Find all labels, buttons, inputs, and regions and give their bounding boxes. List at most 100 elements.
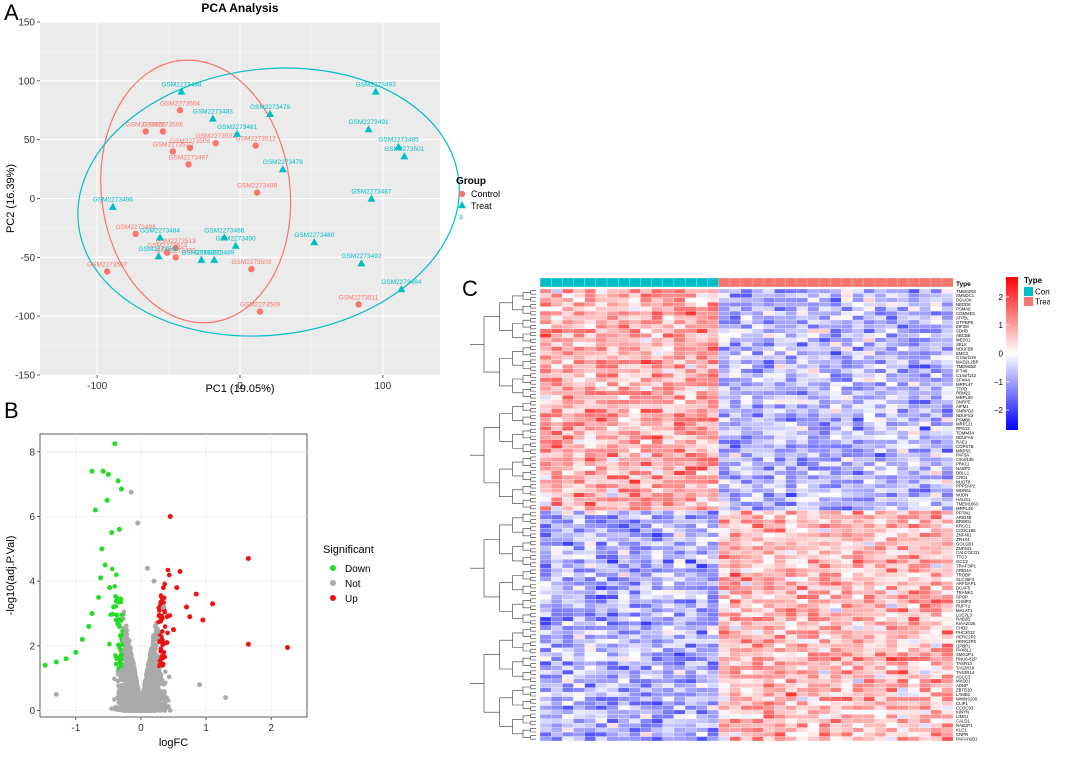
heatmap-cell: [786, 404, 797, 408]
heatmap-cell: [897, 426, 908, 430]
heatmap-cell: [607, 497, 618, 501]
heatmap-cell: [707, 342, 718, 346]
heatmap-cell: [774, 449, 785, 453]
heatmap-cell: [696, 298, 707, 302]
heatmap-cell: [897, 493, 908, 497]
volcano-legend-key-not: [330, 580, 336, 586]
heatmap-cell: [920, 373, 931, 377]
heatmap-cell: [908, 453, 919, 457]
heatmap-cell: [942, 347, 953, 351]
heatmap-cell: [908, 298, 919, 302]
heatmap-cell: [707, 418, 718, 422]
heatmap-cell: [652, 519, 663, 523]
volcano-point-not: [112, 676, 117, 681]
heatmap-cell: [763, 347, 774, 351]
heatmap-cell: [908, 493, 919, 497]
heatmap-cell: [931, 449, 942, 453]
heatmap-cell: [886, 502, 897, 506]
heatmap-cell: [763, 307, 774, 311]
heatmap-cell: [763, 457, 774, 461]
volcano-point-not: [159, 676, 164, 681]
heatmap-cell: [797, 493, 808, 497]
volcano-point-not: [118, 685, 123, 690]
heatmap-cell: [607, 475, 618, 479]
heatmap-cell: [573, 422, 584, 426]
heatmap-cell: [585, 475, 596, 479]
heatmap-cell: [841, 449, 852, 453]
heatmap-cell: [596, 515, 607, 519]
heatmap-cell: [875, 488, 886, 492]
heatmap-cell: [841, 311, 852, 315]
heatmap-cell: [864, 480, 875, 484]
heatmap-cell: [585, 360, 596, 364]
heatmap-cell: [573, 435, 584, 439]
heatmap-cell: [585, 484, 596, 488]
heatmap-cell: [562, 342, 573, 346]
heatmap-cell: [730, 533, 741, 537]
heatmap-cell: [607, 333, 618, 337]
heatmap-cell: [540, 342, 551, 346]
pca-point-label: GSM2273507: [87, 261, 127, 268]
heatmap-cell: [819, 351, 830, 355]
heatmap-cell: [540, 546, 551, 550]
heatmap-cell: [562, 502, 573, 506]
heatmap-cell: [830, 347, 841, 351]
heatmap-cell: [652, 311, 663, 315]
heatmap-cell: [707, 466, 718, 470]
heatmap-cell: [562, 418, 573, 422]
heatmap-cell: [908, 355, 919, 359]
heatmap-cell: [875, 466, 886, 470]
heatmap-cell: [741, 515, 752, 519]
heatmap-cell: [719, 395, 730, 399]
heatmap-cell: [797, 360, 808, 364]
heatmap-cell: [763, 542, 774, 546]
heatmap-cell: [864, 453, 875, 457]
heatmap-cell: [741, 440, 752, 444]
heatmap-cell: [864, 449, 875, 453]
heatmap-cell: [908, 329, 919, 333]
heatmap-cell: [707, 506, 718, 510]
heatmap-cell: [830, 444, 841, 448]
volcano-point-down: [86, 624, 91, 629]
heatmap-cell: [618, 373, 629, 377]
heatmap-cell: [864, 418, 875, 422]
heatmap-cell: [931, 289, 942, 293]
heatmap-cell: [931, 475, 942, 479]
heatmap-cell: [674, 480, 685, 484]
heatmap-cell: [920, 462, 931, 466]
volcano-legend-key-down: [330, 565, 336, 571]
heatmap-cell: [707, 475, 718, 479]
heatmap-cell: [886, 316, 897, 320]
heatmap-cell: [618, 395, 629, 399]
volcano-point-not: [124, 705, 129, 710]
heatmap-cell: [864, 369, 875, 373]
heatmap-cell: [931, 480, 942, 484]
heatmap-cell: [562, 546, 573, 550]
heatmap-cell: [618, 471, 629, 475]
heatmap-cell: [730, 324, 741, 328]
heatmap-cell: [618, 493, 629, 497]
heatmap-cell: [640, 404, 651, 408]
heatmap-cell: [663, 355, 674, 359]
heatmap-cell: [674, 537, 685, 541]
heatmap-cell: [618, 413, 629, 417]
heatmap-cell: [696, 293, 707, 297]
heatmap-cell: [752, 391, 763, 395]
heatmap-cell: [585, 333, 596, 337]
heatmap-cell: [774, 431, 785, 435]
heatmap-cell: [763, 298, 774, 302]
heatmap-cell: [696, 471, 707, 475]
heatmap-cell: [931, 471, 942, 475]
heatmap-cell: [752, 480, 763, 484]
heatmap-cell: [573, 533, 584, 537]
heatmap-cell: [618, 440, 629, 444]
heatmap-cell: [786, 391, 797, 395]
heatmap-cell: [540, 435, 551, 439]
heatmap-cell: [551, 293, 562, 297]
heatmap-cell: [920, 537, 931, 541]
heatmap-cell: [629, 515, 640, 519]
heatmap-cell: [819, 426, 830, 430]
heatmap-cell: [696, 475, 707, 479]
heatmap-cell: [551, 466, 562, 470]
heatmap-cell: [864, 475, 875, 479]
